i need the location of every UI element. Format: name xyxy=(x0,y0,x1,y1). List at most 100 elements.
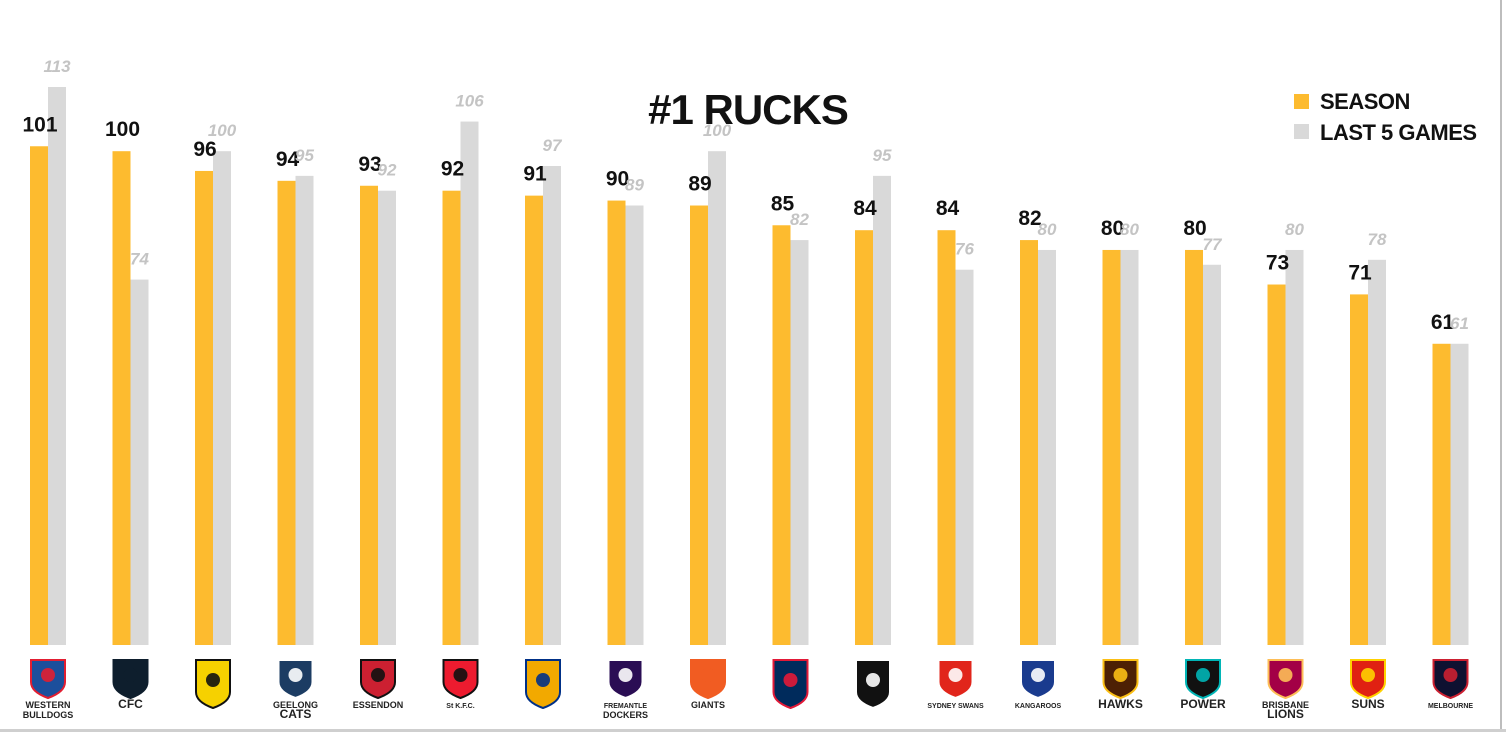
bar-last5-brisbane-lions xyxy=(1285,249,1304,645)
data-label-last5-geelong-cats: 95 xyxy=(295,146,314,165)
bar-last5-geelong-cats xyxy=(295,175,314,645)
legend-swatch-season xyxy=(1294,94,1309,109)
western-bulldogs-logo-emblem xyxy=(41,668,55,682)
kangaroos-logo-emblem xyxy=(1031,668,1045,682)
st-kilda-logo: St K.F.C. xyxy=(442,659,479,710)
hawthorn-hawks-logo: HAWKS xyxy=(1098,659,1143,711)
bar-season-suns xyxy=(1350,294,1368,645)
western-bulldogs-logo-text: WESTERN xyxy=(26,700,71,710)
kangaroos-logo-text: KANGAROOS xyxy=(1015,703,1062,710)
adelaide-crows-logo-emblem xyxy=(783,673,798,687)
bar-last5-sydney-swans xyxy=(955,269,974,645)
bar-last5-carlton xyxy=(130,279,149,645)
data-label-last5-kangaroos: 80 xyxy=(1038,220,1057,239)
data-label-last5-melbourne: 61 xyxy=(1450,314,1469,333)
bar-last5-gws-giants xyxy=(708,151,726,645)
bar-season-power xyxy=(1185,249,1203,645)
data-label-last5-st-kilda: 106 xyxy=(455,92,484,111)
gold-coast-suns-logo-emblem xyxy=(1361,668,1375,682)
data-label-season-suns: 71 xyxy=(1348,261,1372,284)
bars xyxy=(30,87,1469,646)
data-label-last5-collingwood: 95 xyxy=(873,146,892,165)
bar-last5-kangaroos xyxy=(1038,249,1056,645)
bar-season-richmond xyxy=(195,170,213,645)
bar-season-geelong-cats xyxy=(277,180,296,646)
data-label-season-west-coast-eagles: 91 xyxy=(523,163,547,186)
data-label-season-brisbane-lions: 73 xyxy=(1266,252,1289,275)
data-label-season-essendon: 93 xyxy=(358,153,381,176)
bar-last5-power xyxy=(1203,264,1221,645)
bar-season-st-kilda xyxy=(442,190,461,646)
essendon-logo-emblem xyxy=(371,668,385,682)
data-label-season-kangaroos: 82 xyxy=(1018,207,1041,230)
data-label-season-carlton: 100 xyxy=(105,118,140,141)
carlton-logo-emblem xyxy=(123,668,138,682)
data-label-last5-suns: 78 xyxy=(1368,230,1387,249)
bar-season-fremantle-dockers xyxy=(607,200,626,645)
carlton-logo: CFC xyxy=(112,659,149,711)
legend-label-season: SEASON xyxy=(1320,89,1410,114)
data-label-last5-richmond: 100 xyxy=(208,121,237,140)
hawthorn-hawks-logo-text: HAWKS xyxy=(1098,697,1143,711)
geelong-cats-logo-text: GEELONG xyxy=(273,700,318,710)
data-label-season-geelong-cats: 94 xyxy=(276,148,300,171)
data-label-last5-essendon: 92 xyxy=(378,161,397,180)
data-label-last5-western-bulldogs: 113 xyxy=(43,57,71,76)
data-label-season-hawks: 80 xyxy=(1101,217,1124,240)
data-label-season-gws-giants: 89 xyxy=(688,173,711,196)
data-label-last5-sydney-swans: 76 xyxy=(955,240,974,259)
bar-last5-collingwood xyxy=(873,175,891,645)
data-label-season-richmond: 96 xyxy=(193,138,216,161)
bar-season-gws-giants xyxy=(690,205,708,645)
gws-giants-logo-text: GIANTS xyxy=(691,700,725,710)
bar-season-collingwood xyxy=(855,230,873,645)
bar-last5-st-kilda xyxy=(460,121,479,646)
kangaroos-logo: KANGAROOS xyxy=(1015,659,1062,710)
richmond-tigers-logo xyxy=(195,659,231,710)
bar-season-sydney-swans xyxy=(937,230,956,645)
bar-last5-western-bulldogs xyxy=(48,87,66,645)
bar-last5-hawks xyxy=(1120,249,1139,645)
collingwood-logo xyxy=(855,659,891,710)
frame-border-right xyxy=(1500,0,1502,732)
port-adelaide-power-logo-text: POWER xyxy=(1180,697,1226,711)
data-label-last5-gws-giants: 100 xyxy=(703,121,732,140)
west-coast-eagles-logo xyxy=(525,659,561,710)
data-label-last5-adelaide-crows: 82 xyxy=(790,210,809,229)
bar-season-brisbane-lions xyxy=(1267,284,1286,645)
data-label-season-fremantle-dockers: 90 xyxy=(606,168,629,191)
bar-last5-fremantle-dockers xyxy=(625,205,644,645)
gold-coast-suns-logo: SUNS xyxy=(1350,659,1386,711)
port-adelaide-power-logo-emblem xyxy=(1196,668,1210,682)
fremantle-dockers-logo-text: DOCKERS xyxy=(603,710,648,720)
bar-season-west-coast-eagles xyxy=(525,195,543,646)
data-label-season-collingwood: 84 xyxy=(853,197,877,220)
bar-season-adelaide-crows xyxy=(772,225,791,645)
data-label-season-sydney-swans: 84 xyxy=(936,197,960,220)
data-label-season-melbourne: 61 xyxy=(1431,311,1455,334)
melbourne-logo-emblem xyxy=(1443,668,1458,682)
bar-season-western-bulldogs xyxy=(30,146,48,645)
frame-border-bottom xyxy=(0,729,1506,732)
data-label-last5-west-coast-eagles: 97 xyxy=(543,136,563,155)
brisbane-lions-logo-emblem xyxy=(1278,668,1293,682)
bar-last5-west-coast-eagles xyxy=(543,166,561,645)
essendon-logo: ESSENDON xyxy=(353,659,404,710)
bar-last5-essendon xyxy=(378,190,396,646)
fremantle-dockers-logo-text: FREMANTLE xyxy=(604,703,647,710)
sydney-swans-logo-emblem xyxy=(948,668,963,682)
data-label-last5-carlton: 74 xyxy=(130,250,149,269)
legend-swatch-last-5-games xyxy=(1294,124,1309,139)
adelaide-crows-logo xyxy=(772,659,809,710)
bar-last5-richmond xyxy=(213,151,231,645)
essendon-logo-text: ESSENDON xyxy=(353,700,404,710)
data-label-last5-power: 77 xyxy=(1203,235,1223,254)
bar-last5-suns xyxy=(1368,259,1386,645)
geelong-cats-logo-emblem xyxy=(288,668,303,682)
